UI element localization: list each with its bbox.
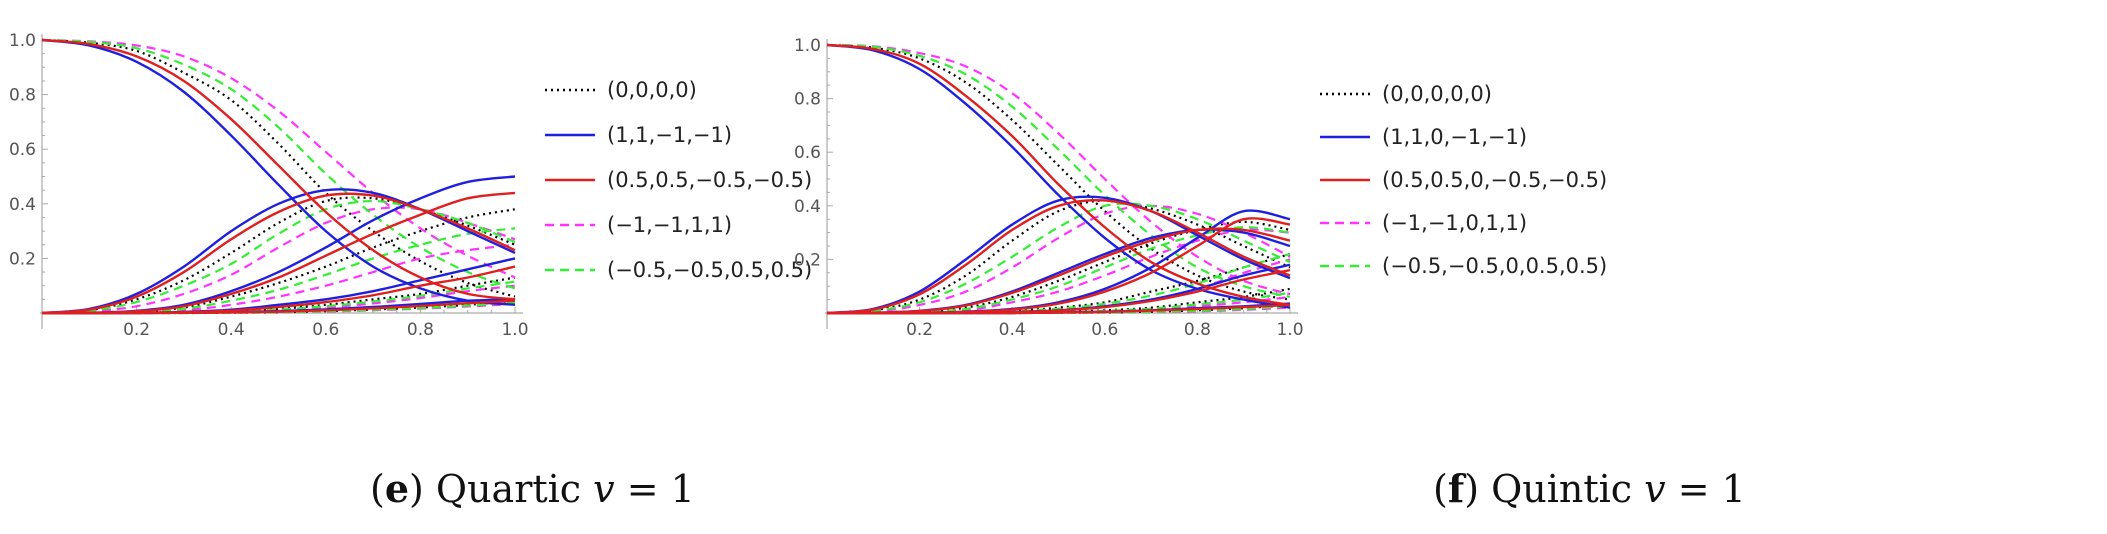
series-line-basis-0 (41, 38, 516, 298)
y-tick-label: 0.2 (9, 249, 36, 269)
y-tick-label: 1.0 (794, 36, 821, 56)
y-tick-label: 0.2 (794, 250, 821, 270)
caption-name: Quartic (436, 467, 581, 511)
y-tick-label: 0.8 (794, 90, 821, 110)
chart-panel-quartic: 0.2 0.4 0.6 0.8 1.0 0.2 0.4 0.6 0.8 1.0 (0,0,0,0)… (9, 31, 812, 511)
y-tick-label: 0.8 (9, 86, 36, 106)
series-line-basis-1 (41, 192, 516, 315)
chart-series-layer (41, 38, 516, 315)
series-line-basis-0 (826, 43, 1291, 307)
legend-label: (0,0,0,0) (607, 78, 697, 102)
y-tick-label: 0.6 (9, 140, 36, 160)
y-tick-label: 0.4 (794, 197, 821, 217)
series-line-basis-1 (826, 204, 1291, 315)
x-tick-label: 0.8 (407, 320, 434, 340)
series-line-basis-1 (41, 206, 516, 315)
caption-name: Quintic (1491, 467, 1632, 511)
caption-variable: v (593, 467, 615, 511)
legend-label: (0.5,0.5,0,−0.5,−0.5) (1382, 168, 1607, 192)
panel-caption: (f) Quintic v = 1 (1433, 466, 1746, 511)
x-tick-label: 0.2 (123, 320, 150, 340)
legend-label: (0.5,0.5,−0.5,−0.5) (607, 168, 812, 192)
legend-label: (−1,−1,1,1) (607, 213, 732, 237)
chart-axes: 0.2 0.4 0.6 0.8 1.0 0.2 0.4 0.6 0.8 1.0 (794, 36, 1304, 340)
series-line-basis-2 (826, 220, 1291, 315)
chart-legend: (0,0,0,0,0) (1,1,0,−1,−1) (0.5,0.5,0,−0.5,… (1320, 82, 1607, 278)
chart-legend: (0,0,0,0) (1,1,−1,−1) (0.5,0.5,−0.5,−0.5) (… (545, 78, 812, 282)
series-line-basis-0 (826, 43, 1291, 309)
legend-label: (−0.5,−0.5,0.5,0.5) (607, 258, 812, 282)
series-line-basis-0 (41, 38, 516, 279)
caption-variable: v (1644, 467, 1666, 511)
x-tick-label: 0.8 (1184, 320, 1211, 340)
series-line-basis-3 (826, 209, 1291, 315)
x-tick-label: 0.6 (312, 320, 339, 340)
series-line-basis-1 (826, 195, 1291, 315)
legend-label: (−1,−1,0,1,1) (1382, 211, 1527, 235)
legend-label: (1,1,−1,−1) (607, 123, 732, 147)
series-line-basis-5 (827, 303, 1291, 315)
series-line-basis-1 (826, 202, 1291, 315)
series-line-basis-1 (826, 199, 1291, 315)
x-tick-label: 0.4 (218, 320, 245, 340)
caption-equals: = 1 (627, 467, 695, 511)
y-tick-label: 0.4 (9, 195, 36, 215)
series-line-basis-1 (41, 199, 516, 315)
x-tick-label: 0.2 (906, 320, 933, 340)
panel-caption: (e) Quartic v = 1 (370, 466, 695, 511)
series-line-basis-2 (41, 175, 516, 315)
caption-letter: f (1448, 466, 1467, 511)
y-tick-label: 0.6 (794, 143, 821, 163)
series-line-basis-0 (41, 38, 516, 307)
series-line-basis-4 (42, 299, 516, 315)
series-line-basis-0 (41, 38, 516, 290)
chart-series-layer (826, 43, 1291, 315)
legend-label: (1,1,0,−1,−1) (1382, 125, 1527, 149)
x-tick-label: 1.0 (1276, 320, 1303, 340)
series-line-basis-0 (826, 43, 1291, 301)
legend-label: (−0.5,−0.5,0,0.5,0.5) (1382, 254, 1607, 278)
chart-panel-quintic: 0.2 0.4 0.6 0.8 1.0 0.2 0.4 0.6 0.8 1.0 (0,0,0,0,… (794, 36, 1746, 511)
x-tick-label: 1.0 (501, 320, 528, 340)
series-line-basis-3 (826, 217, 1291, 315)
series-line-basis-0 (826, 43, 1291, 296)
x-tick-label: 0.4 (999, 320, 1026, 340)
series-line-basis-0 (826, 43, 1291, 298)
x-tick-label: 0.6 (1091, 320, 1118, 340)
series-line-basis-1 (826, 199, 1291, 315)
legend-label: (0,0,0,0,0) (1382, 82, 1492, 106)
chart-axes: 0.2 0.4 0.6 0.8 1.0 0.2 0.4 0.6 0.8 1.0 (9, 31, 529, 340)
caption-equals: = 1 (1678, 467, 1746, 511)
y-tick-label: 1.0 (9, 31, 36, 51)
series-line-basis-2 (41, 227, 516, 315)
caption-letter: e (385, 466, 409, 511)
